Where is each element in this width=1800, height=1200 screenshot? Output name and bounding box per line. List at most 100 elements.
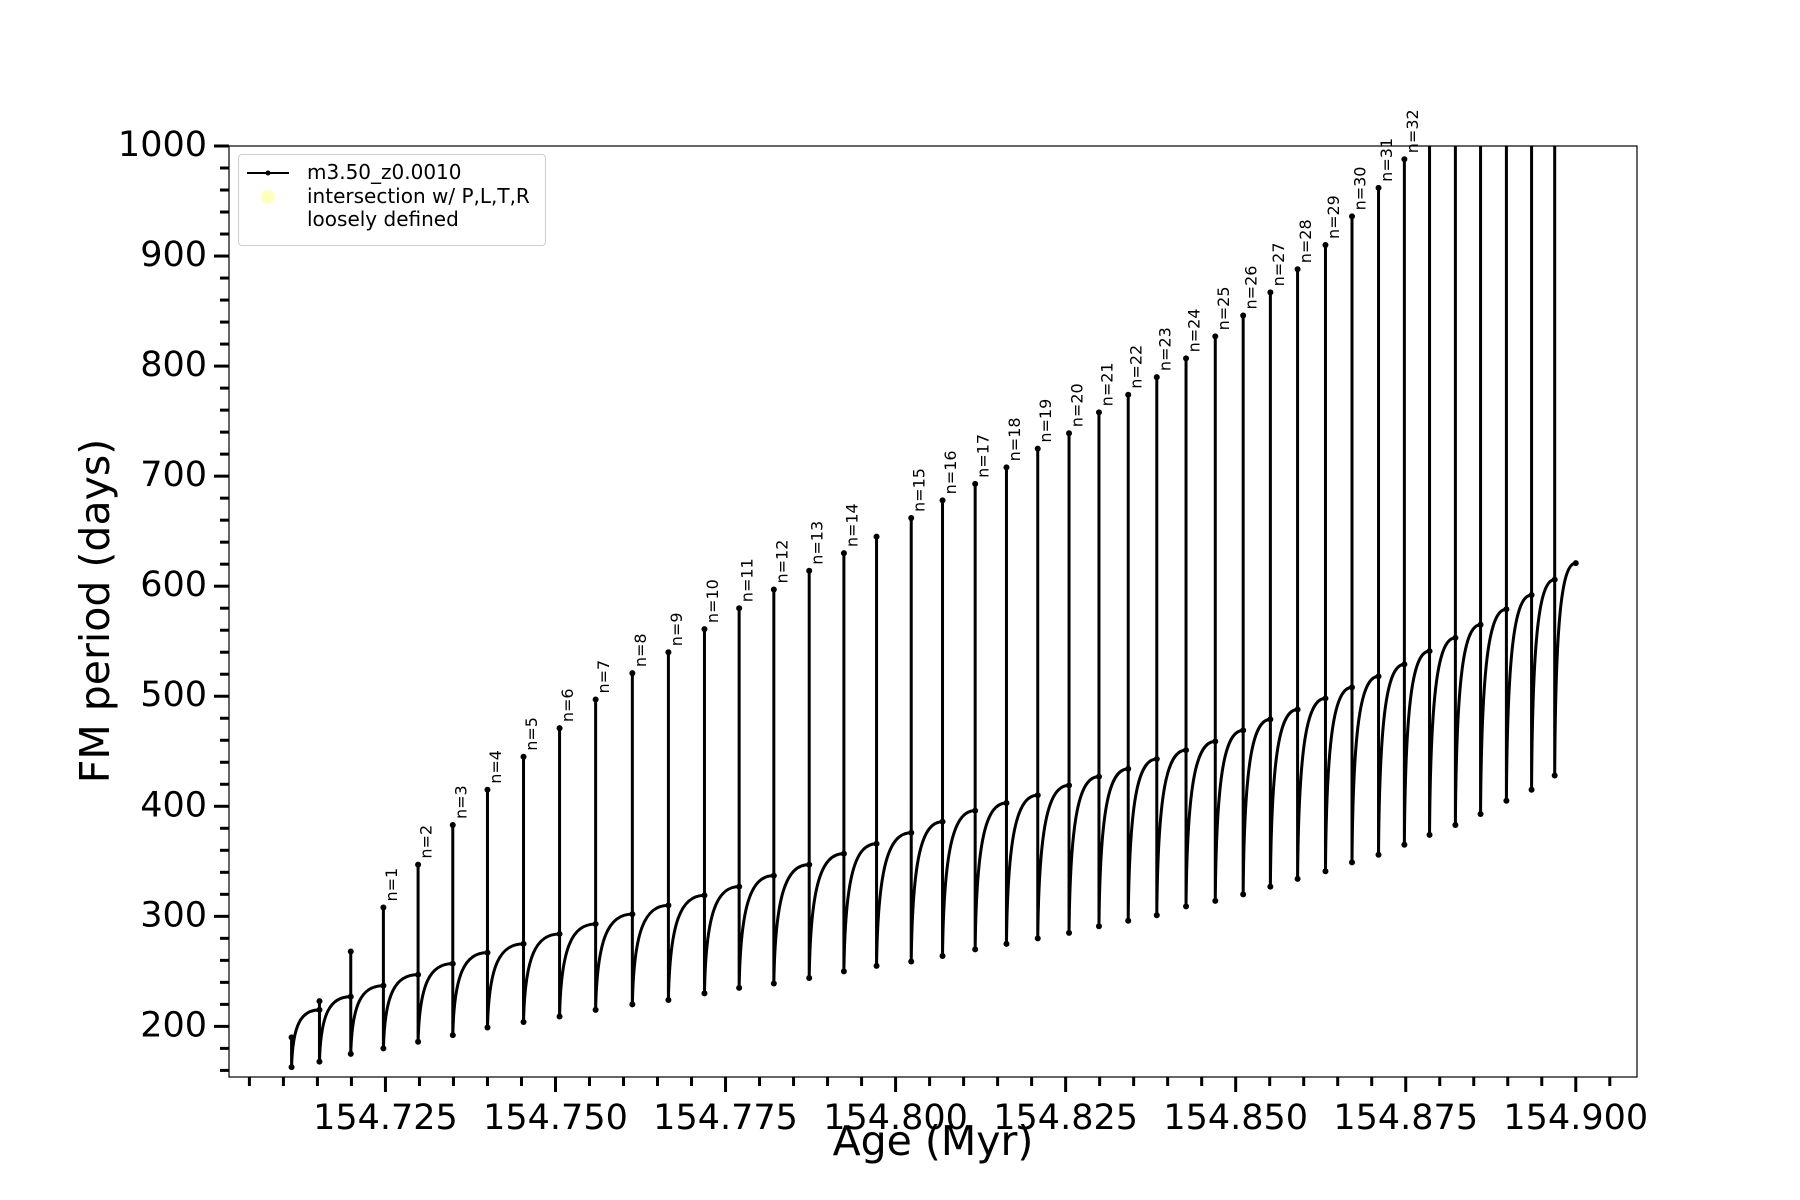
point [1095, 923, 1102, 930]
point [629, 1001, 636, 1008]
point [873, 840, 880, 847]
point [1348, 859, 1355, 866]
annotation: n=29 [1324, 195, 1343, 239]
point [484, 786, 491, 793]
point [939, 818, 946, 825]
point [972, 807, 979, 814]
point [1034, 792, 1041, 799]
point [1375, 851, 1382, 858]
point [701, 626, 708, 633]
point [1034, 445, 1041, 452]
point [1528, 591, 1535, 598]
point [449, 960, 456, 967]
x-tick-label: 154.825 [993, 1098, 1138, 1138]
point [1095, 773, 1102, 780]
point [556, 1013, 563, 1020]
point [665, 902, 672, 909]
point [1503, 606, 1510, 613]
annotation: n=32 [1403, 109, 1422, 153]
point [908, 958, 915, 965]
point [1294, 706, 1301, 713]
y-tick-label: 400 [140, 785, 207, 825]
point [1427, 121, 1433, 127]
point [939, 497, 946, 504]
point [1153, 374, 1160, 381]
legend-label: intersection w/ P,L,T,R loosely defined [307, 184, 530, 231]
point [840, 550, 847, 557]
point [592, 921, 599, 928]
legend-line-marker [265, 170, 271, 176]
y-tick-label: 700 [140, 455, 207, 495]
point [1003, 940, 1010, 947]
point [665, 996, 672, 1003]
point [873, 533, 880, 540]
point [1095, 409, 1102, 416]
point [1551, 772, 1558, 779]
point [1034, 935, 1041, 942]
point [840, 850, 847, 857]
annotation: n=24 [1185, 308, 1204, 352]
y-tick-label: 900 [140, 235, 207, 275]
annotation: n=21 [1097, 362, 1116, 406]
annotation: n=8 [631, 633, 650, 667]
point [1551, 576, 1558, 583]
annotation: n=26 [1242, 266, 1261, 310]
point [701, 892, 708, 899]
annotation: n=28 [1296, 219, 1315, 263]
point [1183, 747, 1190, 754]
point [1240, 727, 1247, 734]
annotation: n=9 [667, 612, 686, 646]
point [1401, 841, 1408, 848]
point [908, 829, 915, 836]
point [1322, 695, 1329, 702]
point [1003, 464, 1010, 471]
annotation: n=10 [703, 579, 722, 623]
point [1212, 738, 1219, 745]
point [415, 1038, 422, 1045]
point [415, 861, 422, 868]
point [972, 480, 979, 487]
legend-marker-key [261, 190, 275, 204]
x-tick-label: 154.750 [483, 1098, 628, 1138]
point [449, 821, 456, 828]
annotation: n=3 [451, 785, 470, 819]
point [736, 883, 743, 890]
point [1066, 782, 1073, 789]
point [556, 725, 563, 732]
point [1375, 673, 1382, 680]
point [592, 1006, 599, 1013]
point [1322, 868, 1329, 875]
annotation: n=25 [1214, 286, 1233, 330]
point [1426, 648, 1433, 655]
point [1401, 156, 1408, 163]
point [347, 993, 354, 1000]
point [1153, 912, 1160, 919]
point [736, 605, 743, 612]
annotation: n=15 [910, 468, 929, 512]
annotation: n=1 [382, 868, 401, 902]
point [1528, 786, 1535, 793]
point [520, 753, 527, 760]
point [1477, 621, 1484, 628]
point [1183, 355, 1190, 362]
point [316, 998, 323, 1005]
point [1240, 891, 1247, 898]
point [592, 696, 599, 703]
annotation: n=30 [1350, 167, 1369, 211]
y-tick-label: 200 [140, 1005, 207, 1045]
annotation: n=7 [594, 660, 613, 694]
point [665, 649, 672, 656]
point [316, 1006, 323, 1013]
point [1066, 929, 1073, 936]
point [939, 952, 946, 959]
point [908, 514, 915, 521]
point [520, 940, 527, 947]
point [873, 962, 880, 969]
point [1267, 289, 1274, 296]
point [347, 948, 354, 955]
point [380, 904, 387, 911]
y-axis-label: FM period (days) [71, 439, 119, 783]
y-tick-label: 600 [140, 565, 207, 605]
point [972, 946, 979, 953]
legend-keys [247, 170, 289, 204]
